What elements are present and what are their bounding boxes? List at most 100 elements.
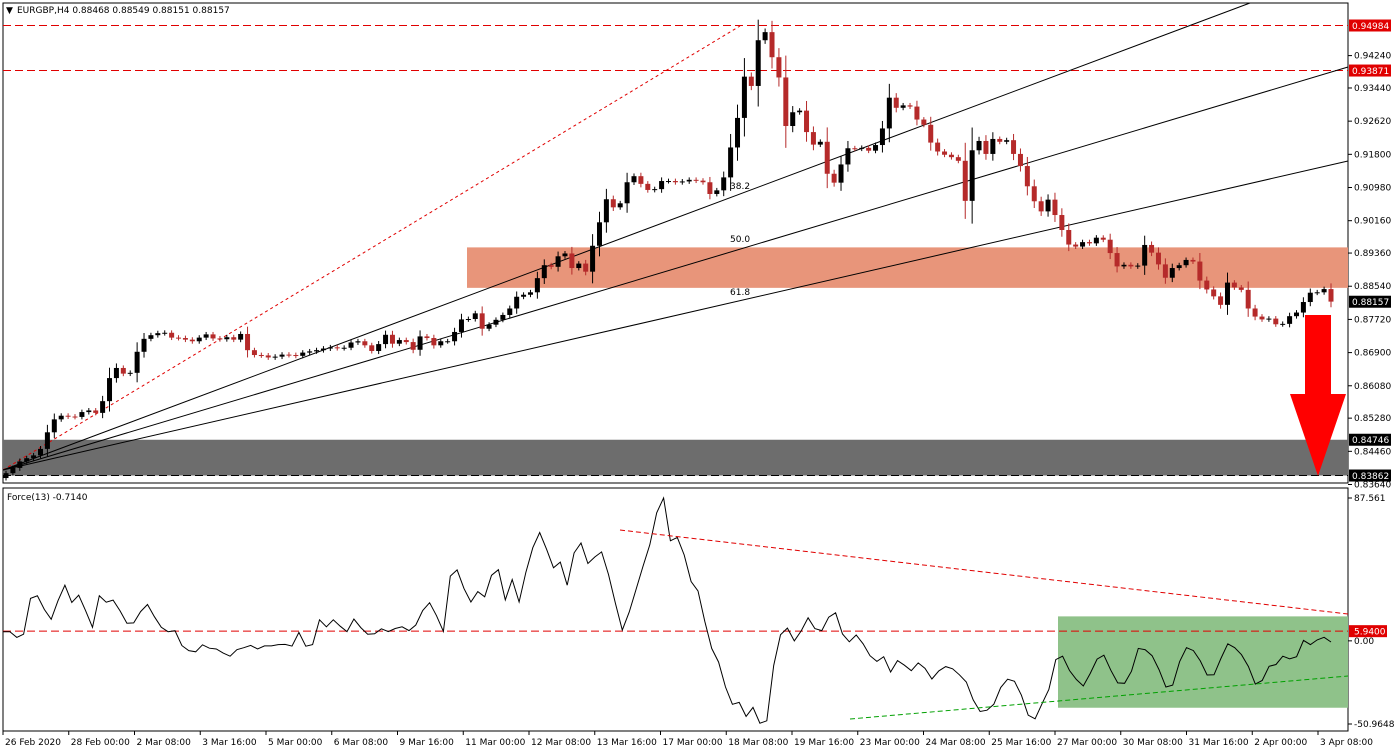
candle-body xyxy=(762,32,768,41)
candle-body xyxy=(845,148,851,165)
candle-body xyxy=(976,140,982,151)
price-tick-label: 0.90980 xyxy=(1354,184,1391,194)
candle-body xyxy=(362,341,368,346)
candle-body xyxy=(686,179,692,182)
candle-body xyxy=(859,147,865,149)
candle-body xyxy=(638,176,644,184)
candle-body xyxy=(997,138,1003,142)
candle-body xyxy=(873,145,879,151)
price-tick-label: 0.86900 xyxy=(1354,349,1391,359)
candle-body xyxy=(541,265,547,279)
candle-body xyxy=(659,181,665,190)
candle-body xyxy=(817,141,823,145)
candle-body xyxy=(1100,237,1106,240)
candle-body xyxy=(1004,140,1010,142)
candle-body xyxy=(58,415,64,420)
force-tag xyxy=(1349,625,1387,638)
indicator-title: Force(13) -0.7140 xyxy=(7,493,88,503)
candle-body xyxy=(1045,199,1051,212)
price-tick-label: 0.84460 xyxy=(1354,447,1391,457)
force-line xyxy=(3,496,1332,724)
candle-body xyxy=(389,334,395,344)
candle-body xyxy=(224,337,230,340)
candle-body xyxy=(562,253,568,257)
price-tick-label: 0.83640 xyxy=(1354,481,1391,491)
candle-body xyxy=(24,458,30,462)
candle-body xyxy=(1314,292,1320,294)
candle-body xyxy=(472,313,478,320)
candle-body xyxy=(914,106,920,120)
candle-body xyxy=(617,203,623,208)
candle-body xyxy=(962,160,968,201)
indicator-axis: 87.561 0.00 -50.9648 5.9400 xyxy=(1348,494,1394,730)
candle-body xyxy=(1273,318,1279,325)
candle-body xyxy=(507,308,513,315)
candle-body xyxy=(376,344,382,351)
candle-body xyxy=(748,76,754,86)
time-tick-label: 11 Mar 00:00 xyxy=(465,738,525,748)
candle-body xyxy=(1321,289,1327,293)
fibonacci-fan xyxy=(2,2,1349,471)
candle-body xyxy=(31,455,37,459)
candle-body xyxy=(341,347,347,349)
candle-body xyxy=(127,372,133,374)
time-tick-label: 3 Mar 16:00 xyxy=(202,738,257,748)
candle-body xyxy=(3,473,9,479)
candle-body xyxy=(693,179,699,181)
price-tag xyxy=(1349,469,1391,482)
candle-body xyxy=(1017,153,1023,167)
time-tick-label: 6 Mar 08:00 xyxy=(334,738,389,748)
candle-body xyxy=(452,331,458,342)
candle-body xyxy=(86,410,92,413)
down-arrow-icon xyxy=(1290,315,1346,476)
candle-body xyxy=(1142,244,1148,266)
time-tick-label: 25 Mar 16:00 xyxy=(991,738,1051,748)
candle-body xyxy=(666,181,671,183)
fan-line-61 xyxy=(2,160,1349,471)
time-tick-label: 9 Mar 16:00 xyxy=(400,738,455,748)
price-tick-label: 0.92620 xyxy=(1354,117,1391,127)
candle-body xyxy=(465,319,471,321)
candle-body xyxy=(93,410,99,413)
candle-body xyxy=(286,354,292,356)
candle-body xyxy=(866,147,872,151)
candle-body xyxy=(1114,253,1120,267)
candle-body xyxy=(942,151,948,155)
dropdown-arrow-icon[interactable]: ▼ xyxy=(6,6,13,16)
candle-body xyxy=(238,333,244,340)
price-tag xyxy=(1349,433,1391,446)
candle-body xyxy=(383,334,389,345)
candle-body xyxy=(990,138,996,154)
candle-body xyxy=(735,117,741,148)
candle-body xyxy=(810,132,816,145)
candle-body xyxy=(169,332,175,338)
candle-body xyxy=(196,337,202,342)
candle-body xyxy=(44,432,50,449)
time-tick-label: 13 Mar 16:00 xyxy=(597,738,657,748)
candle-body xyxy=(148,335,154,339)
candle-body xyxy=(300,352,306,356)
candle-body xyxy=(445,341,451,343)
candle-body xyxy=(1224,282,1230,305)
candle-body xyxy=(293,355,299,357)
candle-body xyxy=(555,256,561,267)
candle-body xyxy=(590,245,596,272)
price-axis: 0.94240 0.93440 0.92620 0.91800 0.90980 0.901… xyxy=(1348,19,1391,491)
candle-body xyxy=(652,189,658,191)
candle-body xyxy=(645,183,651,190)
candle-body xyxy=(852,148,858,150)
candle-body xyxy=(1204,280,1210,290)
candle-body xyxy=(38,448,44,456)
candle-body xyxy=(210,334,216,339)
price-tick-label: 0.88540 xyxy=(1354,282,1391,292)
price-tag-label: 0.93871 xyxy=(1352,67,1389,77)
time-tick-label: 5 Mar 00:00 xyxy=(268,738,323,748)
candle-body xyxy=(403,340,409,343)
candle-body xyxy=(1307,292,1313,303)
candle-body xyxy=(120,367,126,374)
candle-body xyxy=(1135,265,1141,267)
price-tick-label: 0.94240 xyxy=(1354,52,1391,62)
candle-body xyxy=(182,338,188,340)
candle-body xyxy=(1011,140,1017,154)
candle-body xyxy=(479,313,485,329)
